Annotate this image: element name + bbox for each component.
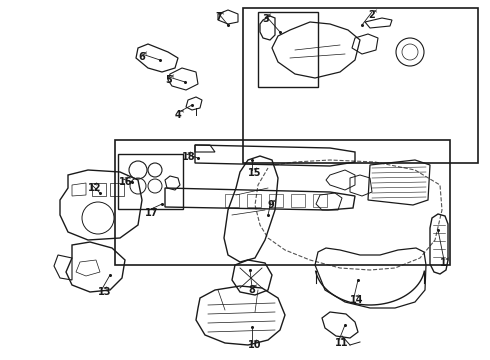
Text: 2: 2 — [368, 10, 375, 20]
Bar — [115, 140, 450, 265]
Text: 7: 7 — [215, 12, 222, 22]
Text: 11: 11 — [335, 338, 348, 348]
Text: 8: 8 — [248, 285, 255, 295]
Text: 16: 16 — [119, 177, 132, 187]
Bar — [258, 12, 318, 87]
Bar — [118, 154, 183, 209]
Text: 9: 9 — [267, 200, 274, 210]
Text: 18: 18 — [182, 152, 196, 162]
Text: 15: 15 — [248, 168, 262, 178]
Text: 14: 14 — [350, 295, 364, 305]
Text: 6: 6 — [138, 52, 145, 62]
Text: 17: 17 — [145, 208, 158, 218]
Bar — [243, 8, 478, 163]
Text: 13: 13 — [98, 287, 112, 297]
Text: 10: 10 — [248, 340, 262, 350]
Text: 12: 12 — [88, 183, 101, 193]
Text: 5: 5 — [165, 75, 172, 85]
Text: 3: 3 — [262, 14, 269, 24]
Text: 1: 1 — [440, 258, 447, 268]
Text: 4: 4 — [175, 110, 182, 120]
